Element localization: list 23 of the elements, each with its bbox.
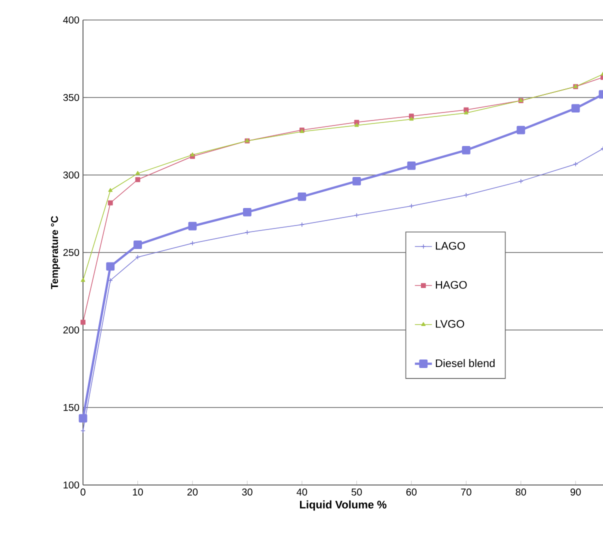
x-tick-label: 70 [461,488,472,496]
legend-label: LVGO [436,320,464,328]
y-tick-label: 350 [63,94,80,102]
x-tick-label: 90 [570,488,581,496]
y-tick-label: 150 [64,404,80,412]
x-tick-label: 10 [132,488,143,496]
y-tick-label: 200 [63,326,80,334]
x-tick-label: 80 [516,488,526,496]
legend-label: LAGO [436,242,465,250]
legend-label: Diesel blend [436,359,495,368]
y-tick-label: 300 [63,171,80,179]
x-tick-label: 0 [80,488,86,496]
y-tick-label: 400 [63,16,80,24]
x-tick-label: 50 [352,488,362,496]
x-tick-label: 20 [187,488,198,496]
y-tick-label: 250 [63,248,80,256]
x-tick-label: 30 [242,488,252,496]
y-axis-title: Temperature °C [50,216,60,290]
x-tick-label: 40 [296,488,308,496]
legend-label: HAGO [436,280,467,289]
x-tick-label: 60 [406,488,417,496]
x-axis-title: Liquid Volume % [300,500,386,511]
y-tick-label: 100 [64,481,80,489]
